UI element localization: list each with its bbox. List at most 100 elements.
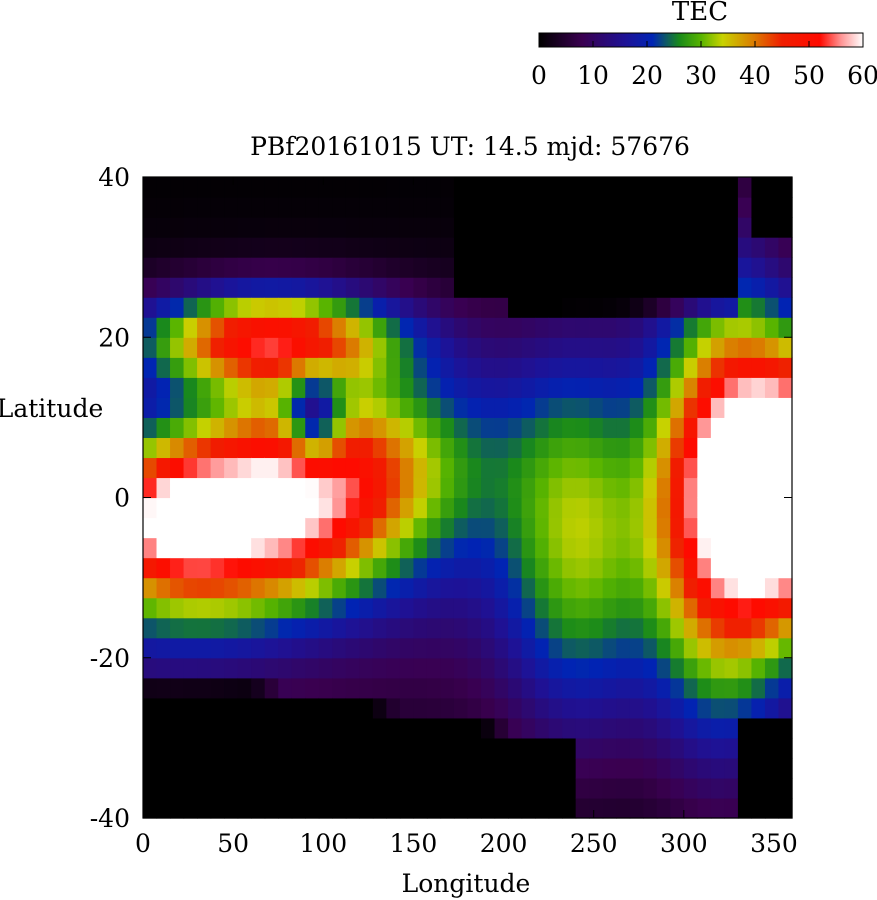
heatmap-cell — [305, 597, 320, 619]
heatmap-cell — [521, 717, 536, 739]
heatmap-cell — [575, 697, 590, 719]
heatmap-cell — [616, 437, 631, 459]
heatmap-cell — [616, 557, 631, 579]
heatmap-cell — [535, 537, 550, 559]
heatmap-cell — [143, 517, 158, 539]
heatmap-cell — [602, 657, 617, 679]
heatmap-cell — [399, 557, 415, 579]
heatmap-cell — [494, 597, 509, 619]
heatmap-cell — [278, 517, 293, 539]
heatmap-cell — [751, 517, 766, 539]
heatmap-cell — [643, 277, 658, 298]
heatmap-cell — [656, 337, 671, 358]
heatmap-cell — [629, 377, 644, 398]
heatmap-cell — [305, 477, 320, 499]
heatmap-cell — [548, 637, 563, 659]
heatmap-cell — [643, 717, 658, 739]
heatmap-cell — [345, 457, 360, 479]
heatmap-cell — [399, 357, 415, 378]
heatmap-cell — [724, 357, 739, 378]
heatmap-cell — [386, 597, 401, 619]
heatmap-cell — [697, 517, 712, 539]
heatmap-cell — [170, 577, 185, 599]
heatmap-cell — [683, 317, 698, 338]
heatmap-cell — [143, 437, 158, 459]
heatmap-cell — [453, 377, 469, 398]
heatmap-cell — [575, 737, 590, 759]
heatmap-cell — [359, 237, 374, 258]
heatmap-cell — [251, 417, 266, 439]
heatmap-cell — [535, 217, 550, 238]
heatmap-cell — [305, 637, 320, 659]
heatmap-cell — [535, 237, 550, 258]
heatmap-cell — [670, 697, 685, 719]
heatmap-cell — [224, 537, 239, 559]
heatmap-cell — [413, 437, 428, 459]
heatmap-cell — [683, 797, 698, 819]
heatmap-cell — [440, 577, 455, 599]
heatmap-cell — [548, 397, 563, 418]
heatmap-cell — [318, 477, 333, 499]
heatmap-cell — [318, 657, 333, 679]
heatmap-cell — [237, 177, 252, 198]
heatmap-cell — [210, 197, 225, 218]
heatmap-cell — [318, 577, 333, 599]
heatmap-cell — [453, 537, 469, 559]
heatmap-cell — [332, 757, 347, 779]
heatmap-cell — [359, 797, 374, 819]
heatmap-cell — [264, 357, 279, 378]
heatmap-cell — [697, 557, 712, 579]
heatmap-cell — [264, 637, 279, 659]
heatmap-cell — [670, 597, 685, 619]
heatmap-cell — [467, 517, 482, 539]
heatmap-cell — [318, 277, 333, 298]
heatmap-cell — [264, 377, 279, 398]
heatmap-cell — [197, 217, 212, 238]
heatmap-cell — [251, 277, 266, 298]
heatmap-cell — [697, 397, 712, 418]
heatmap-cell — [737, 457, 753, 479]
heatmap-cell — [467, 177, 482, 198]
heatmap-cell — [508, 637, 523, 659]
heatmap-cell — [710, 657, 725, 679]
heatmap-cell — [697, 297, 712, 318]
heatmap-cell — [467, 697, 482, 719]
heatmap-cell — [426, 777, 442, 799]
heatmap-cell — [143, 457, 158, 479]
heatmap-cell — [670, 637, 685, 659]
heatmap-cell — [359, 437, 374, 459]
heatmap-cell — [508, 717, 523, 739]
heatmap-cell — [494, 177, 509, 198]
heatmap-cell — [575, 177, 590, 198]
heatmap-cell — [629, 417, 644, 439]
heatmap-cell — [670, 197, 685, 218]
heatmap-cell — [170, 617, 185, 639]
heatmap-cell — [237, 657, 252, 679]
heatmap-cell — [210, 457, 225, 479]
heatmap-cell — [224, 397, 239, 418]
colorbar-tick-label: 0 — [531, 61, 547, 90]
heatmap-cell — [143, 497, 158, 519]
heatmap-cell — [386, 177, 401, 198]
heatmap-cell — [170, 677, 185, 699]
heatmap-cell — [737, 357, 753, 378]
heatmap-cell — [764, 337, 780, 358]
heatmap-cell — [764, 217, 780, 238]
heatmap-cell — [372, 417, 387, 439]
heatmap-cell — [494, 397, 509, 418]
heatmap-cell — [508, 657, 523, 679]
heatmap-cell — [670, 357, 685, 378]
heatmap-cell — [318, 777, 333, 799]
heatmap-cell — [629, 237, 644, 258]
heatmap-cell — [237, 217, 252, 238]
heatmap-cell — [237, 597, 252, 619]
heatmap-cell — [481, 477, 496, 499]
heatmap-cell — [224, 597, 239, 619]
heatmap-cell — [508, 277, 523, 298]
heatmap-cell — [724, 457, 739, 479]
heatmap-cell — [467, 437, 482, 459]
heatmap-cell — [359, 657, 374, 679]
heatmap-cell — [602, 557, 617, 579]
heatmap-cell — [764, 517, 780, 539]
